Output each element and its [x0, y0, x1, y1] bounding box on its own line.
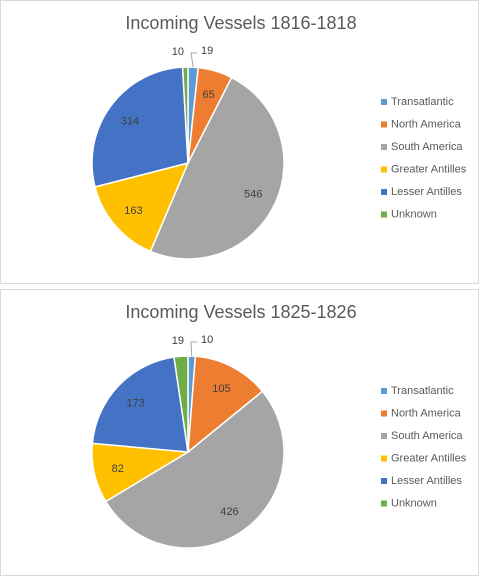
- legend-label: Transatlantic: [391, 96, 454, 108]
- slice-label-lesser-antilles: 314: [121, 116, 139, 128]
- legend-swatch: [381, 144, 387, 150]
- slice-label-north-america: 65: [202, 89, 214, 101]
- pie-slice-north-america: [187, 355, 264, 454]
- legend-item-greater-antilles: Greater Antilles: [381, 453, 467, 465]
- legend-label: North America: [391, 119, 462, 131]
- legend-item-unknown: Unknown: [381, 209, 437, 221]
- legend: Transatlantic North America South America G…: [381, 96, 467, 221]
- slice-label-unknown: 10: [172, 46, 184, 58]
- legend-swatch: [381, 99, 387, 105]
- slice-label-south-america: 426: [220, 506, 238, 518]
- legend-item-north-america: North America: [381, 408, 462, 420]
- slice-label-transatlantic: 10: [201, 334, 213, 346]
- legend-label: Lesser Antilles: [391, 186, 462, 198]
- legend-item-south-america: South America: [381, 430, 463, 442]
- slice-labels: 10 105 426 82 173 19: [112, 334, 239, 518]
- legend-swatch: [381, 433, 387, 439]
- legend-item-unknown: Unknown: [381, 498, 437, 510]
- legend-swatch: [381, 166, 387, 173]
- legend-label: Unknown: [391, 498, 437, 510]
- pie-slice-lesser-antilles: [91, 66, 189, 188]
- pie-slice-south-america: [104, 390, 285, 549]
- pie-chart-svg: Incoming Vessels 1816-1818 19 65 546 163 314…: [91, 13, 467, 260]
- slice-label-greater-antilles: 163: [124, 205, 142, 217]
- leader-line-transatlantic: [190, 341, 197, 357]
- legend-item-north-america: North America: [381, 119, 462, 131]
- legend-item-south-america: South America: [381, 141, 463, 153]
- leader-line-transatlantic: [190, 52, 197, 68]
- legend-label: Greater Antilles: [391, 453, 467, 465]
- slice-label-greater-antilles: 82: [112, 463, 124, 475]
- slice-label-south-america: 546: [244, 189, 262, 201]
- legend-swatch: [381, 455, 387, 462]
- legend-swatch: [381, 410, 387, 417]
- legend-label: South America: [391, 430, 463, 442]
- pie-slice-lesser-antilles: [91, 356, 189, 453]
- pie-chart-1816-1818: Incoming Vessels 1816-1818 19 65 546 163 314…: [0, 0, 479, 284]
- legend-swatch: [381, 478, 387, 484]
- legend-item-lesser-antilles: Lesser Antilles: [381, 475, 462, 487]
- chart-title: Incoming Vessels 1816-1818: [125, 13, 356, 33]
- pie-slice-unknown: [181, 66, 189, 164]
- pie-slice-unknown: [173, 355, 189, 453]
- pie-slices: [91, 66, 285, 260]
- pie-slice-greater-antilles: [94, 161, 190, 253]
- slice-label-unknown: 19: [172, 335, 184, 347]
- pie-chart-svg: Incoming Vessels 1825-1826 10 105 426 82 173…: [91, 302, 467, 549]
- legend-label: North America: [391, 408, 462, 420]
- pie-slice-south-america: [149, 76, 285, 260]
- legend-label: Transatlantic: [391, 385, 454, 397]
- legend-label: Greater Antilles: [391, 164, 467, 176]
- chart-title: Incoming Vessels 1825-1826: [125, 302, 356, 322]
- legend-label: Unknown: [391, 209, 437, 221]
- slice-label-transatlantic: 19: [201, 45, 213, 57]
- legend-label: South America: [391, 141, 463, 153]
- legend-swatch: [381, 500, 387, 507]
- legend-swatch: [381, 121, 387, 128]
- pie-slices: [91, 355, 285, 549]
- legend: Transatlantic North America South America G…: [381, 385, 467, 510]
- legend-swatch: [381, 388, 387, 394]
- legend-swatch: [381, 189, 387, 195]
- legend-item-lesser-antilles: Lesser Antilles: [381, 186, 462, 198]
- legend-label: Lesser Antilles: [391, 475, 462, 487]
- legend-item-transatlantic: Transatlantic: [381, 385, 454, 397]
- legend-swatch: [381, 211, 387, 218]
- slice-label-north-america: 105: [212, 383, 230, 395]
- slice-labels: 19 65 546 163 314 10: [121, 45, 263, 217]
- slice-label-lesser-antilles: 173: [127, 398, 145, 410]
- pie-chart-1825-1826: Incoming Vessels 1825-1826 10 105 426 82 173…: [0, 289, 479, 576]
- legend-item-greater-antilles: Greater Antilles: [381, 164, 467, 176]
- legend-item-transatlantic: Transatlantic: [381, 96, 454, 108]
